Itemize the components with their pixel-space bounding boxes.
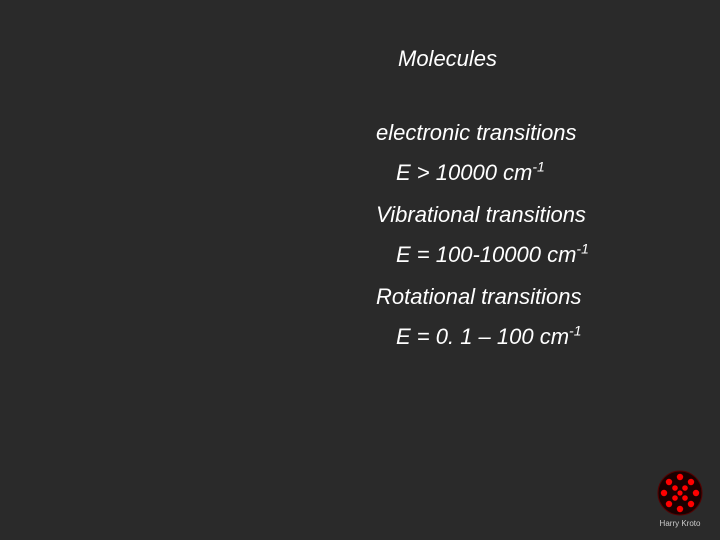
- slide: Molecules electronic transitions E > 100…: [0, 0, 720, 540]
- energy-sup: -1: [576, 241, 588, 257]
- energy-text: E > 10000 cm: [396, 160, 532, 185]
- energy-text: E = 100-10000 cm: [396, 242, 576, 267]
- section-heading: Vibrational transitions: [376, 202, 589, 228]
- author-name: Harry Kroto: [660, 519, 701, 528]
- energy-sup: -1: [569, 323, 581, 339]
- author-logo: Harry Kroto: [652, 464, 708, 528]
- section-heading: Rotational transitions: [376, 284, 589, 310]
- energy-line: E = 100-10000 cm-1: [396, 242, 589, 268]
- section-heading: electronic transitions: [376, 120, 589, 146]
- energy-line: E = 0. 1 – 100 cm-1: [396, 324, 589, 350]
- energy-sup: -1: [532, 159, 544, 175]
- slide-content: electronic transitions E > 10000 cm-1 Vi…: [376, 120, 589, 366]
- energy-text: E = 0. 1 – 100 cm: [396, 324, 569, 349]
- slide-title: Molecules: [398, 46, 497, 72]
- fullerene-icon: [656, 469, 704, 517]
- energy-line: E > 10000 cm-1: [396, 160, 589, 186]
